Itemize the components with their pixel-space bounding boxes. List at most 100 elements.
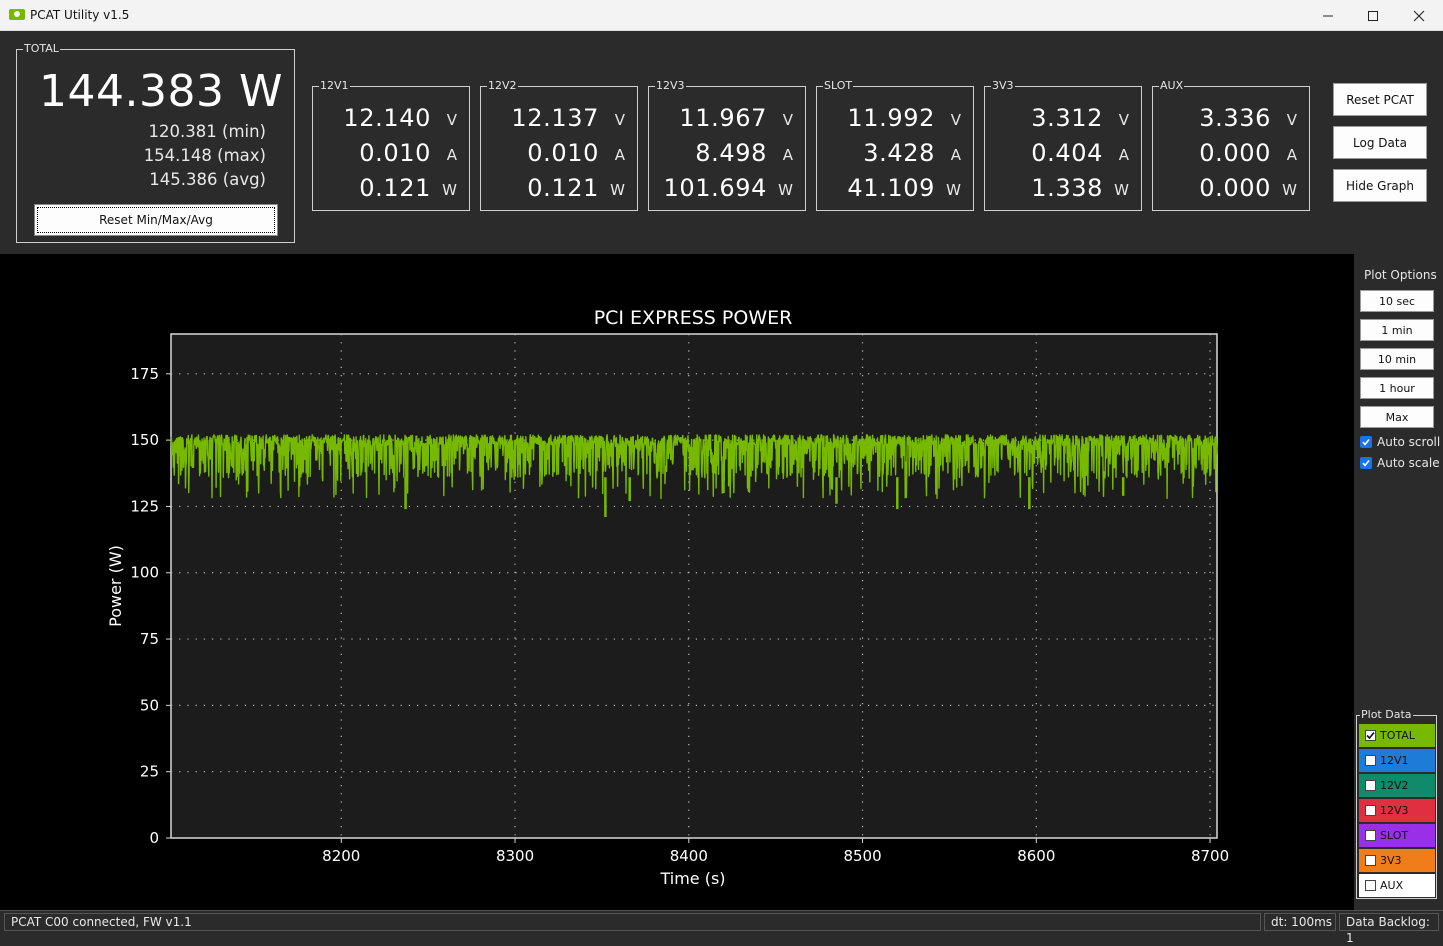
volt-unit: V: [950, 111, 961, 129]
plot-data-slot[interactable]: SLOT: [1359, 824, 1435, 847]
plot-data-12v3[interactable]: 12V3: [1359, 799, 1435, 822]
range-max-button[interactable]: Max: [1360, 406, 1434, 428]
range-1min-button[interactable]: 1 min: [1360, 319, 1434, 341]
y-tick-label: 175: [130, 365, 159, 383]
rail-voltage-row: 12.137 V: [481, 104, 639, 134]
amp-unit: A: [446, 146, 457, 164]
x-tick-label: 8600: [1017, 847, 1055, 865]
rail-group-12v2: 12V2 12.137 V 0.010 A 0.121 W: [480, 79, 639, 211]
status-bar: PCAT C00 connected, FW v1.1 dt: 100ms Da…: [0, 910, 1443, 945]
total-min: 120.381 (min): [148, 122, 266, 141]
total-max: 154.148 (max): [143, 146, 266, 165]
auto-scale-label: Auto scale: [1377, 456, 1440, 470]
plot-data-total[interactable]: TOTAL: [1359, 724, 1435, 747]
reset-pcat-button[interactable]: Reset PCAT: [1333, 83, 1427, 116]
volt-unit: V: [782, 111, 793, 129]
rail-power: 0.121: [359, 174, 431, 202]
rail-current-row: 8.498 A: [649, 139, 807, 169]
auto-scroll-label: Auto scroll: [1377, 435, 1441, 449]
rail-group-slot: SLOT 11.992 V 3.428 A 41.109 W: [816, 79, 975, 211]
x-tick-label: 8700: [1191, 847, 1229, 865]
range-1hour-button[interactable]: 1 hour: [1360, 377, 1434, 399]
rail-current-row: 0.010 A: [313, 139, 471, 169]
rail-current-row: 3.428 A: [817, 139, 975, 169]
amp-unit: A: [1286, 146, 1297, 164]
rail-voltage-row: 12.140 V: [313, 104, 471, 134]
y-tick-label: 75: [140, 630, 159, 648]
x-tick-label: 8200: [322, 847, 360, 865]
x-tick-label: 8400: [670, 847, 708, 865]
auto-scale-checkbox[interactable]: Auto scale: [1360, 455, 1440, 471]
total-group-label: TOTAL: [23, 42, 60, 56]
rail-current-row: 0.404 A: [985, 139, 1143, 169]
close-icon: [1413, 10, 1425, 21]
rail-group-12v3: 12V3 11.967 V 8.498 A 101.694 W: [648, 79, 807, 211]
y-tick-label: 100: [130, 564, 159, 582]
plot-data-total-label: TOTAL: [1380, 729, 1415, 742]
plot-data-aux-label: AUX: [1380, 879, 1404, 892]
checkmark-icon: [1360, 436, 1372, 448]
nvidia-logo-icon: [9, 9, 25, 20]
rail-label: AUX: [1159, 79, 1185, 93]
rail-voltage: 11.992: [847, 104, 935, 132]
reset-min-max-avg-button[interactable]: Reset Min/Max/Avg: [34, 204, 278, 236]
y-tick-label: 50: [140, 696, 159, 714]
maximize-button[interactable]: [1350, 0, 1396, 31]
y-tick-label: 0: [149, 829, 159, 847]
rail-current: 8.498: [695, 139, 767, 167]
minimize-button[interactable]: [1305, 0, 1351, 31]
plot-data-3v3[interactable]: 3V3: [1359, 849, 1435, 872]
watt-unit: W: [610, 181, 625, 199]
rail-label: 3V3: [991, 79, 1015, 93]
x-axis-label: Time (s): [659, 869, 725, 888]
rail-power: 0.121: [527, 174, 599, 202]
total-avg: 145.386 (avg): [149, 170, 266, 189]
connection-status: PCAT C00 connected, FW v1.1: [4, 913, 1261, 931]
rail-power: 0.000: [1199, 174, 1271, 202]
plot-data-group: Plot Data TOTAL 12V1 12V2 12V3 SLOT 3V3 …: [1356, 708, 1437, 899]
total-power-value: 144.383 W: [39, 66, 283, 117]
plot-data-label: Plot Data: [1360, 708, 1413, 722]
checkbox: [1365, 780, 1376, 791]
rail-group-12v1: 12V1 12.140 V 0.010 A 0.121 W: [312, 79, 471, 211]
plot-area[interactable]: PCI EXPRESS POWER 8200 8300 8400 8500 8600 87…: [0, 254, 1354, 910]
auto-scroll-checkbox[interactable]: Auto scroll: [1360, 434, 1440, 450]
series-layer: [170, 434, 1218, 518]
rail-power-row: 41.109 W: [817, 174, 975, 204]
watt-unit: W: [778, 181, 793, 199]
rail-current: 0.000: [1199, 139, 1271, 167]
series-total-line: [170, 434, 1218, 500]
maximize-icon: [1368, 10, 1378, 21]
checkbox: [1365, 830, 1376, 841]
plot-data-12v2-label: 12V2: [1380, 779, 1409, 792]
watt-unit: W: [442, 181, 457, 199]
close-button[interactable]: [1396, 0, 1442, 31]
checkmark-icon: [1360, 457, 1372, 469]
checkbox: [1365, 880, 1376, 891]
power-chart: PCI EXPRESS POWER 8200 8300 8400 8500 8600 87…: [106, 307, 1229, 888]
range-10sec-button[interactable]: 10 sec: [1360, 290, 1434, 312]
volt-unit: V: [1286, 111, 1297, 129]
rail-voltage: 3.336: [1199, 104, 1271, 132]
rail-power-row: 0.000 W: [1153, 174, 1311, 204]
hide-graph-button[interactable]: Hide Graph: [1333, 169, 1427, 202]
y-tick-label: 125: [130, 497, 159, 515]
rail-power-row: 0.121 W: [481, 174, 639, 204]
volt-unit: V: [1118, 111, 1129, 129]
plot-data-aux[interactable]: AUX: [1359, 874, 1435, 897]
range-10min-button[interactable]: 10 min: [1360, 348, 1434, 370]
rail-current: 0.010: [359, 139, 431, 167]
y-tick-label: 150: [130, 431, 159, 449]
watt-unit: W: [946, 181, 961, 199]
plot-data-12v1[interactable]: 12V1: [1359, 749, 1435, 772]
rail-group-3v3: 3V3 3.312 V 0.404 A 1.338 W: [984, 79, 1143, 211]
log-data-button[interactable]: Log Data: [1333, 126, 1427, 159]
minimize-icon: [1323, 15, 1333, 16]
rail-voltage: 3.312: [1031, 104, 1103, 132]
plot-data-12v2[interactable]: 12V2: [1359, 774, 1435, 797]
x-tick-label: 8300: [496, 847, 534, 865]
plot-data-12v3-label: 12V3: [1380, 804, 1409, 817]
rail-power: 1.338: [1031, 174, 1103, 202]
watt-unit: W: [1282, 181, 1297, 199]
